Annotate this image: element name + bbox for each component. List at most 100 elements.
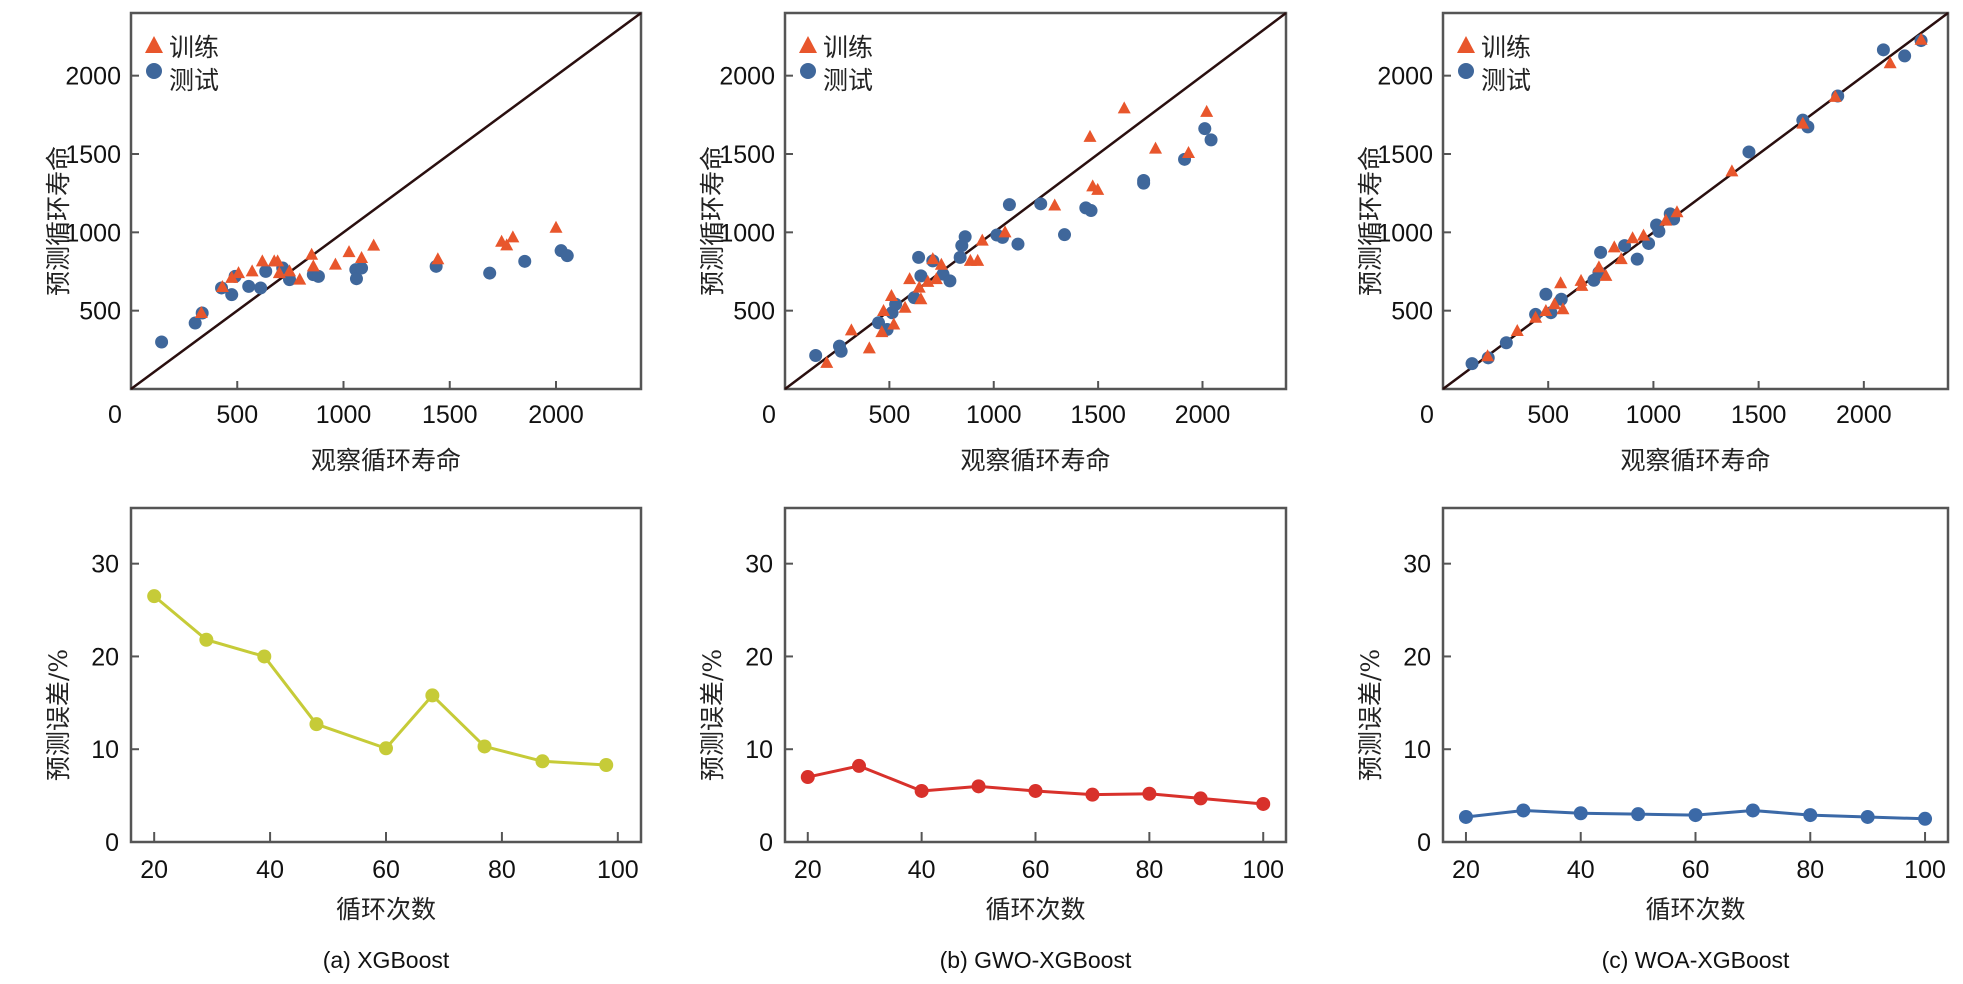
- error-point: [599, 757, 614, 772]
- test-point: [1652, 224, 1666, 238]
- test-point: [1554, 292, 1568, 306]
- x-axis-label: 循环次数: [336, 895, 436, 924]
- error-point: [257, 649, 272, 664]
- panel-caption: (b) GWO-XGBoost: [940, 947, 1132, 973]
- line-plot: 0 10 20 30 20 40 60 80 100 循环次数 预测误差/%: [1356, 506, 1950, 924]
- x-tick-label: 500: [869, 401, 911, 429]
- train-point: [903, 272, 917, 285]
- test-point: [914, 269, 928, 283]
- train-point: [271, 254, 285, 267]
- legend-train-marker: [799, 36, 817, 53]
- train-point: [506, 230, 520, 243]
- test-point: [242, 279, 256, 293]
- test-point: [1058, 228, 1072, 242]
- train-point: [1149, 141, 1163, 154]
- test-point: [1539, 287, 1553, 301]
- test-point: [355, 261, 369, 275]
- error-point: [1745, 803, 1760, 818]
- panel-caption: (a) XGBoost: [323, 947, 450, 973]
- legend-train-marker: [1457, 36, 1475, 53]
- y-tick-label: 20: [1403, 643, 1431, 671]
- train-point: [1048, 198, 1062, 211]
- origin-label: 0: [108, 401, 122, 429]
- test-point: [889, 297, 903, 311]
- reference-line: [1442, 11, 1949, 391]
- x-tick-label: 60: [1022, 856, 1050, 884]
- error-point: [199, 632, 214, 647]
- x-tick-label: 1500: [422, 401, 478, 429]
- error-point: [1573, 806, 1588, 821]
- train-point: [1117, 101, 1131, 114]
- train-point: [975, 233, 989, 246]
- x-tick-label: 60: [1682, 856, 1710, 884]
- train-point: [929, 272, 943, 285]
- test-point: [1876, 43, 1890, 57]
- train-point: [1626, 231, 1640, 244]
- y-tick-label: 30: [745, 551, 773, 579]
- train-point: [245, 264, 259, 277]
- train-point: [887, 317, 901, 330]
- x-tick-label: 60: [372, 856, 400, 884]
- train-point: [549, 220, 563, 233]
- error-point: [1918, 811, 1933, 826]
- train-point: [1637, 228, 1651, 241]
- train-point: [1529, 310, 1543, 323]
- train-point: [1599, 268, 1613, 281]
- error-point: [1860, 809, 1875, 824]
- x-tick-label: 80: [1796, 856, 1824, 884]
- origin-label: 0: [762, 401, 776, 429]
- error-point: [1142, 786, 1157, 801]
- x-tick-label: 20: [140, 856, 168, 884]
- legend-train-label: 训练: [823, 33, 873, 62]
- train-point: [500, 238, 514, 251]
- test-point: [188, 316, 202, 330]
- error-point: [1028, 783, 1043, 798]
- x-tick-label: 20: [1452, 856, 1480, 884]
- error-point: [1256, 796, 1271, 811]
- train-point: [431, 252, 445, 265]
- train-point: [194, 306, 208, 319]
- train-point: [1481, 349, 1495, 362]
- train-point: [367, 238, 381, 251]
- legend-test-marker: [146, 63, 162, 79]
- train-point: [1083, 129, 1097, 142]
- y-tick-label: 10: [91, 736, 119, 764]
- y-tick-label: 10: [1403, 736, 1431, 764]
- plot-frame: [129, 506, 643, 844]
- train-point: [875, 325, 889, 338]
- train-point: [1182, 146, 1196, 159]
- y-tick-label: 1000: [65, 219, 121, 247]
- train-point: [1883, 56, 1897, 69]
- y-tick-label: 2000: [65, 63, 121, 91]
- x-tick-label: 100: [597, 856, 639, 884]
- scatter-plot: 500 1000 1500 2000 500 1000 1500 2000 0 观察循环寿命 预测循…: [698, 11, 1288, 475]
- x-axis-label: 观察循环寿命: [960, 446, 1110, 475]
- train-point: [1659, 213, 1673, 226]
- train-point: [305, 247, 319, 260]
- test-point: [1630, 252, 1644, 266]
- y-tick-label: 0: [105, 829, 119, 857]
- test-point: [1137, 176, 1151, 190]
- train-point: [971, 253, 985, 266]
- y-tick-label: 1500: [1377, 141, 1433, 169]
- error-point: [971, 779, 986, 794]
- train-point: [934, 257, 948, 270]
- train-point: [293, 272, 307, 285]
- x-tick-label: 40: [256, 856, 284, 884]
- error-point: [1631, 807, 1646, 822]
- error-point: [425, 688, 440, 703]
- train-point: [926, 252, 940, 265]
- x-tick-label: 500: [1527, 401, 1569, 429]
- y-tick-label: 0: [759, 829, 773, 857]
- test-point: [1198, 122, 1212, 136]
- y-tick-label: 500: [79, 298, 121, 326]
- train-point: [877, 303, 891, 316]
- train-point: [1607, 240, 1621, 253]
- x-axis-label: 观察循环寿命: [311, 446, 461, 475]
- scatter-plot: 500 1000 1500 2000 500 1000 1500 2000 0 观察循环寿命 预测循…: [44, 11, 643, 475]
- test-point: [155, 335, 169, 349]
- train-point: [1828, 89, 1842, 102]
- train-point: [342, 245, 356, 258]
